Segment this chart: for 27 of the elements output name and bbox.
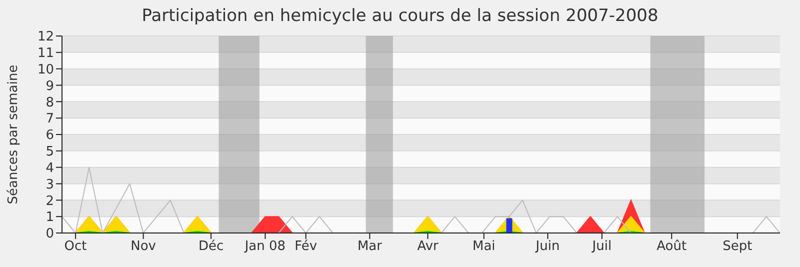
x-tick-label: Mar (357, 239, 383, 254)
y-tick-label: 12 (37, 30, 54, 45)
x-tick-label: Déc (198, 239, 224, 254)
y-tick-label: 9 (46, 78, 54, 94)
x-tick-label: Oct (64, 239, 87, 254)
y-tick-label: 10 (37, 62, 54, 78)
x-tick-label: Juin (534, 239, 560, 254)
x-tick-label: Juil (591, 239, 612, 254)
y-tick-label: 0 (46, 226, 54, 242)
x-tick-label: Fév (294, 239, 318, 254)
y-axis-title: Séances par semaine (6, 64, 22, 204)
y-tick-label: 1 (46, 210, 54, 226)
y-tick-label: 4 (46, 160, 54, 176)
x-tick-label: Nov (130, 239, 156, 254)
chart-title: Participation en hemicycle au cours de la session 2007-2008 (140, 6, 660, 26)
y-tick-label: 11 (37, 46, 54, 62)
x-tick-label: Août (656, 239, 687, 254)
x-tick-label: Mai (472, 239, 496, 254)
y-tick-label: 3 (46, 177, 54, 192)
y-tick-label: 7 (46, 112, 54, 127)
x-tick-label: Avr (417, 239, 440, 254)
x-tick-label: Sept (722, 239, 752, 254)
y-tick-label: 2 (46, 194, 54, 209)
y-tick-label: 6 (46, 128, 54, 144)
x-tick-label: Jan 08 (244, 239, 286, 254)
y-tick-label: 8 (46, 95, 54, 110)
y-tick-label: 5 (46, 144, 54, 160)
